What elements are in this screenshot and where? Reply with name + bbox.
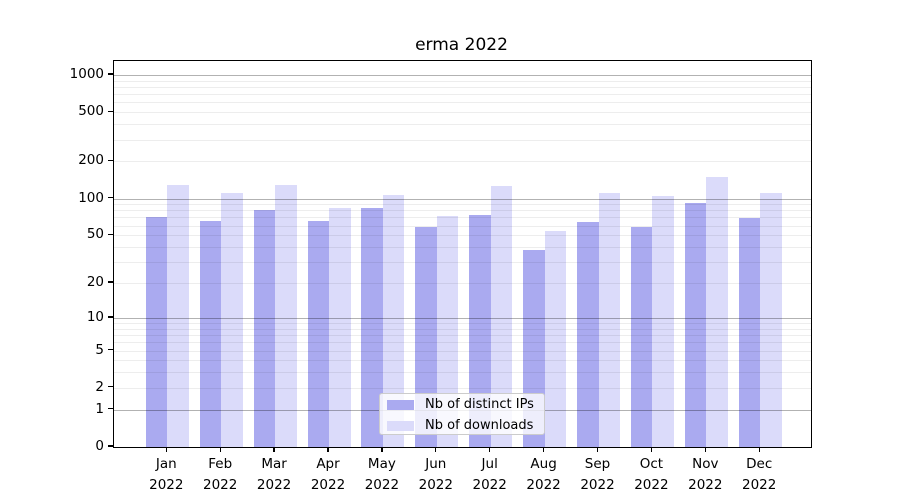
x-tick-label-apr: Apr 2022 xyxy=(310,456,346,493)
y-tick-label-1: 1 xyxy=(95,400,104,417)
x-tick-label-jan: Jan 2022 xyxy=(149,456,184,493)
y-tick-label-100: 100 xyxy=(78,189,104,206)
bar-oct-downloads xyxy=(652,196,674,447)
x-tick-mark-aug xyxy=(542,447,545,452)
legend-label-distinct-ips: Nb of distinct IPs xyxy=(425,397,534,412)
x-tick-label-jun: Jun 2022 xyxy=(418,456,453,493)
chart-title: erma 2022 xyxy=(415,35,508,55)
bar-mar-downloads xyxy=(275,184,297,447)
bar-mar-distinct-ips xyxy=(253,209,276,447)
y-tick-label-200: 200 xyxy=(78,152,104,169)
bar-jan-downloads xyxy=(167,185,189,447)
gridline-minor-900 xyxy=(114,80,811,82)
x-tick-mark-apr xyxy=(327,447,329,452)
y-tick-mark-100 xyxy=(108,196,113,199)
legend-swatch-downloads xyxy=(387,421,414,431)
legend-label-downloads: Nb of downloads xyxy=(425,418,534,433)
legend-row-downloads: Nb of downloads xyxy=(380,416,544,436)
x-tick-label-feb: Feb 2022 xyxy=(203,456,238,493)
bar-dec-downloads xyxy=(760,193,782,447)
gridline-minor-300 xyxy=(114,139,811,141)
y-tick-label-5: 5 xyxy=(95,341,104,358)
y-tick-mark-10 xyxy=(108,316,113,318)
y-tick-mark-50 xyxy=(108,233,113,235)
bar-may-downloads xyxy=(382,195,405,447)
y-tick-mark-2 xyxy=(108,386,113,388)
x-tick-mark-dec xyxy=(758,447,760,452)
bar-jun-downloads xyxy=(436,215,459,447)
bar-sep-downloads xyxy=(598,192,620,447)
y-tick-mark-200 xyxy=(108,159,113,162)
x-tick-mark-feb xyxy=(219,447,221,452)
y-tick-label-20: 20 xyxy=(86,274,104,290)
plot-area: Nb of distinct IPs Nb of downloads xyxy=(113,60,812,448)
x-tick-label-jul: Jul 2022 xyxy=(472,456,507,493)
x-tick-mark-mar xyxy=(273,447,275,452)
bar-may-distinct-ips xyxy=(361,207,383,447)
y-tick-label-10: 10 xyxy=(86,308,104,325)
bar-sep-distinct-ips xyxy=(577,222,599,447)
gridline-minor-700 xyxy=(114,94,811,96)
bar-nov-distinct-ips xyxy=(684,202,707,447)
gridline-minor-200 xyxy=(114,161,811,163)
x-tick-label-may: May 2022 xyxy=(364,456,400,493)
bar-nov-downloads xyxy=(706,176,728,447)
x-tick-label-sep: Sep 2022 xyxy=(580,456,615,493)
x-tick-label-aug: Aug 2022 xyxy=(526,456,561,493)
bar-feb-distinct-ips xyxy=(199,221,222,447)
y-tick-mark-0 xyxy=(108,445,113,447)
gridline-minor-600 xyxy=(114,102,811,104)
bar-jan-distinct-ips xyxy=(145,216,168,447)
y-tick-label-50: 50 xyxy=(86,226,104,243)
y-tick-mark-1000 xyxy=(108,73,113,75)
x-tick-label-oct: Oct 2022 xyxy=(634,456,669,493)
x-tick-mark-may xyxy=(381,447,383,452)
x-tick-mark-jun xyxy=(435,447,437,452)
x-tick-mark-jan xyxy=(165,447,167,452)
bar-aug-downloads xyxy=(544,231,567,447)
gridline-minor-500 xyxy=(114,112,811,114)
bar-jun-distinct-ips xyxy=(415,227,437,447)
y-tick-mark-500 xyxy=(108,110,113,112)
x-tick-mark-sep xyxy=(596,447,599,452)
bar-apr-downloads xyxy=(329,207,351,447)
legend-swatch-distinct-ips xyxy=(387,400,414,410)
x-tick-mark-nov xyxy=(704,447,706,452)
gridline-major-1000 xyxy=(114,74,811,76)
x-tick-label-dec: Dec 2022 xyxy=(742,456,777,493)
x-tick-mark-jul xyxy=(489,447,491,452)
bar-jul-downloads xyxy=(490,185,513,447)
gridline-minor-400 xyxy=(114,124,811,126)
y-tick-label-0: 0 xyxy=(95,438,104,454)
y-tick-mark-1 xyxy=(108,408,113,410)
legend-row-distinct-ips: Nb of distinct IPs xyxy=(380,395,544,415)
bar-apr-distinct-ips xyxy=(307,220,329,447)
bar-oct-distinct-ips xyxy=(630,226,653,447)
y-tick-label-2: 2 xyxy=(95,378,104,395)
legend: Nb of distinct IPs Nb of downloads xyxy=(379,393,545,435)
y-tick-label-500: 500 xyxy=(78,103,104,120)
x-tick-label-mar: Mar 2022 xyxy=(256,456,292,493)
gridline-minor-800 xyxy=(114,86,811,88)
bar-feb-downloads xyxy=(221,192,243,447)
y-tick-label-1000: 1000 xyxy=(69,65,104,82)
y-tick-mark-5 xyxy=(108,348,113,351)
x-tick-label-nov: Nov 2022 xyxy=(688,456,723,493)
x-tick-mark-oct xyxy=(650,447,653,452)
bar-jul-distinct-ips xyxy=(469,215,491,447)
bar-dec-distinct-ips xyxy=(738,218,761,447)
y-tick-mark-20 xyxy=(108,281,113,283)
